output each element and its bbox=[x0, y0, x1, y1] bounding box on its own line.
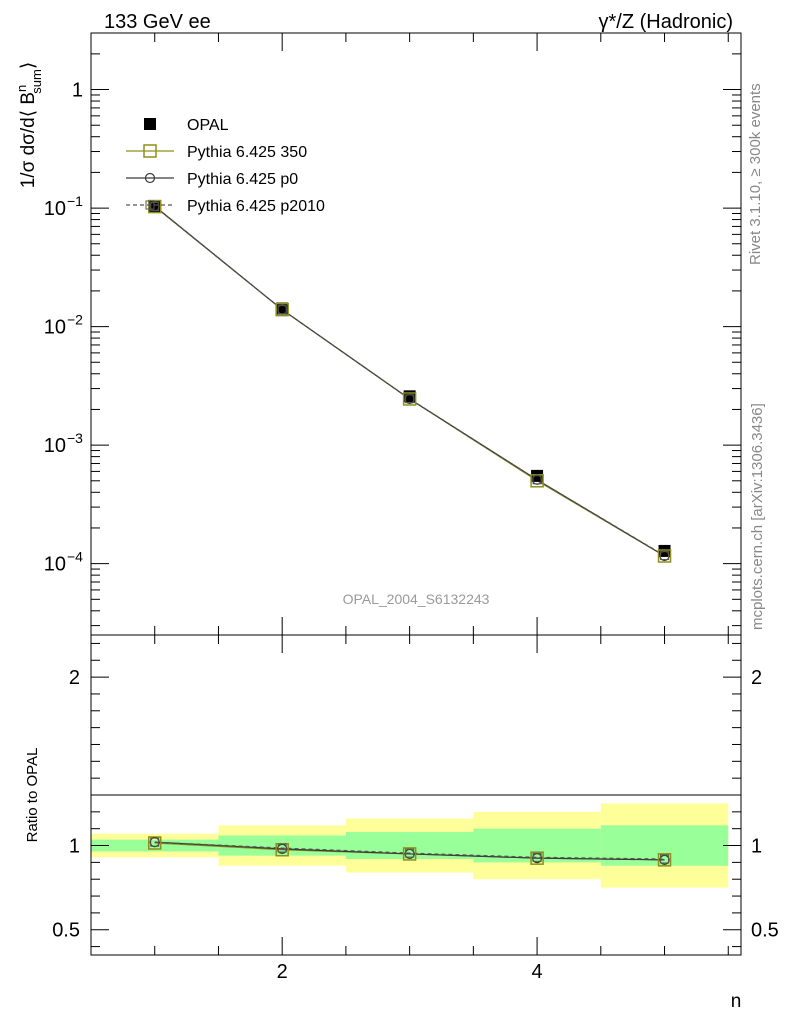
main-point bbox=[275, 302, 289, 317]
main-series bbox=[147, 199, 672, 563]
ratio-plot-frame bbox=[90, 634, 742, 956]
analysis-id-label: OPAL_2004_S6132243 bbox=[343, 591, 490, 607]
ratio-y-axis-label: Ratio to OPAL bbox=[24, 748, 41, 843]
ratio-point bbox=[657, 853, 672, 867]
ratio-y-tick-label: 0.5 bbox=[52, 920, 80, 942]
main-y-axis-label: 1/σ dσ/d⟨ Bnsum⟩ bbox=[14, 62, 44, 189]
source-label: mcplots.cern.ch [arXiv:1306.3436] bbox=[749, 403, 766, 630]
y-tick-exponent: −3 bbox=[67, 430, 83, 446]
process-label: γ*/Z (Hadronic) bbox=[599, 11, 733, 33]
y-tick-label: 1 bbox=[72, 80, 83, 102]
legend-marker bbox=[145, 200, 155, 210]
legend-marker bbox=[144, 118, 156, 130]
main-point bbox=[277, 305, 287, 315]
ratio-series-line bbox=[154, 841, 665, 860]
y-tick-label: 10 bbox=[44, 554, 66, 576]
ratio-y-tick-label-right: 2 bbox=[751, 667, 762, 689]
ratio-point bbox=[150, 837, 160, 847]
y-tick-label: 10 bbox=[44, 317, 66, 339]
ratio-point bbox=[277, 843, 287, 853]
main-point bbox=[532, 475, 542, 485]
main-series-line bbox=[154, 206, 665, 557]
legend-label: Pythia 6.425 p2010 bbox=[187, 198, 325, 215]
main-series-line bbox=[154, 205, 665, 557]
y-tick-exponent: −1 bbox=[67, 193, 83, 209]
rivet-version-label: Rivet 3.1.10, ≥ 300k events bbox=[747, 83, 764, 265]
ratio-y-tick-label-right: 1 bbox=[751, 836, 762, 858]
ratio-point bbox=[660, 854, 670, 864]
x-tick-label: 2 bbox=[277, 961, 288, 983]
ratio-point bbox=[402, 847, 417, 861]
ratio-panel: 0.5 0.5 1 1 2 2 2 4 Ratio to OPAL n bbox=[24, 634, 779, 1012]
legend-label: Pythia 6.425 p0 bbox=[187, 171, 298, 188]
ratio-inner-band bbox=[91, 839, 219, 852]
y-tick-exponent: −4 bbox=[67, 549, 83, 565]
y-tick-exponent: −2 bbox=[67, 312, 83, 328]
main-series-line bbox=[154, 206, 665, 557]
x-tick-label: 4 bbox=[532, 961, 543, 983]
ratio-y-tick-label: 2 bbox=[69, 667, 80, 689]
legend-label: Pythia 6.425 350 bbox=[187, 144, 307, 161]
main-point bbox=[405, 394, 415, 404]
ratio-series bbox=[147, 836, 672, 867]
main-point bbox=[660, 551, 670, 561]
ratio-point bbox=[147, 836, 162, 850]
ratio-point bbox=[530, 851, 544, 865]
ratio-y-tick-label: 1 bbox=[69, 836, 80, 858]
main-point bbox=[150, 202, 160, 212]
ratio-bands bbox=[91, 803, 729, 888]
legend-label: OPAL bbox=[187, 117, 229, 134]
legend-marker bbox=[143, 144, 157, 158]
ratio-point bbox=[405, 848, 415, 858]
legend: OPAL Pythia 6.425 350 Pythia 6.425 p0 Pythi… bbox=[126, 117, 325, 215]
ratio-point bbox=[532, 852, 542, 862]
y-tick-label: 10 bbox=[44, 198, 66, 220]
x-axis-label: n bbox=[731, 991, 742, 1012]
ratio-y-tick-label-right: 0.5 bbox=[751, 920, 779, 942]
energy-label: 133 GeV ee bbox=[104, 11, 211, 33]
y-tick-label: 10 bbox=[44, 435, 66, 457]
legend-marker bbox=[144, 172, 156, 184]
ratio-inner-band bbox=[218, 835, 346, 856]
main-ticks: 10 −410 −310 −210 −11 bbox=[44, 32, 741, 635]
ratio-ticks: 0.5 0.5 1 1 2 2 2 4 bbox=[52, 635, 779, 983]
main-point bbox=[402, 392, 417, 406]
main-point bbox=[147, 199, 162, 214]
main-point bbox=[657, 549, 672, 563]
main-panel: 10 −410 −310 −210 −11 OPAL_2004_S6132243 1/σ… bbox=[14, 32, 742, 636]
